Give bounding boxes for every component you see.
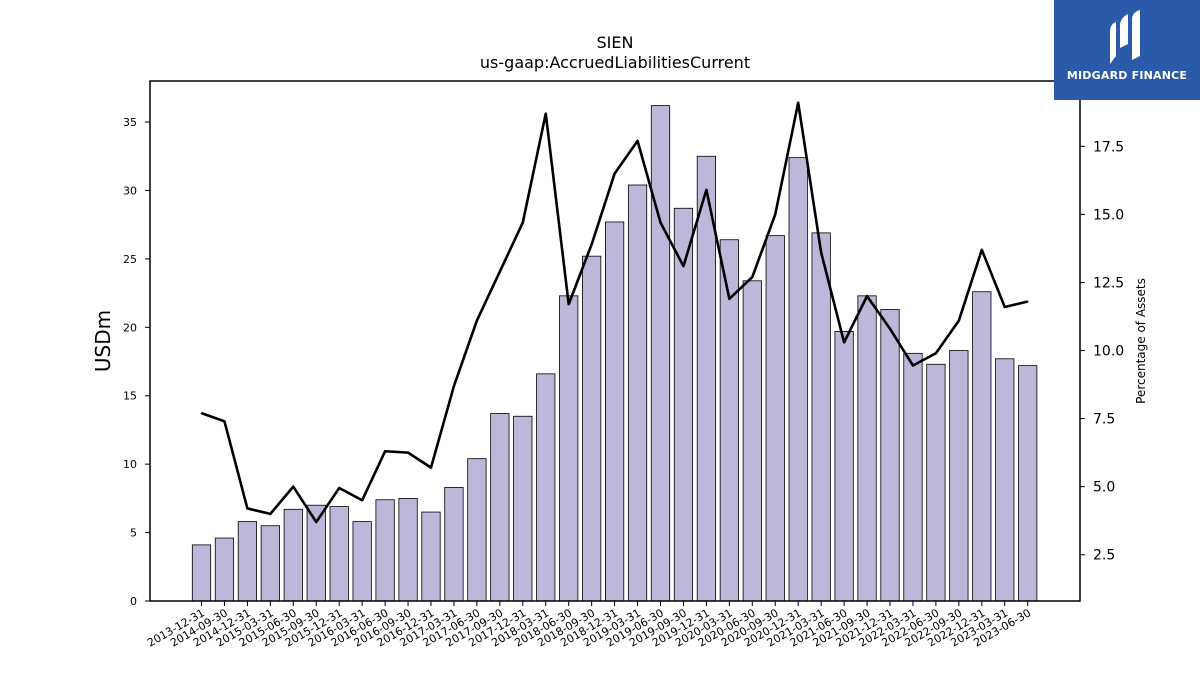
line-point-2014-12-31	[246, 507, 249, 510]
left-tick-label: 35	[123, 116, 137, 129]
bar-2022-12-31	[972, 291, 992, 602]
bar-2020-12-31	[788, 157, 808, 602]
line-point-2017-06-30	[476, 319, 478, 322]
line-point-2018-03-31	[544, 112, 547, 115]
line-point-2021-03-31	[820, 251, 822, 254]
line-point-2017-09-30	[499, 270, 501, 273]
chart-subtitle: us-gaap:AccruedLiabilitiesCurrent	[480, 53, 750, 72]
line-point-2015-12-31	[338, 487, 341, 489]
bar-2020-09-30	[765, 235, 785, 602]
brand-logo: MIDGARD FINANCE	[1054, 0, 1200, 100]
left-tick-label: 0	[130, 595, 137, 608]
line-point-2022-09-30	[958, 319, 960, 322]
bar-2018-12-31	[605, 221, 625, 602]
bar-2016-09-30	[398, 497, 418, 602]
line-point-2022-12-31	[981, 249, 983, 251]
bar-2017-03-31	[444, 487, 464, 602]
bar-2023-06-30	[1018, 365, 1038, 602]
line-point-2020-09-30	[774, 213, 777, 216]
line-layer	[200, 101, 1029, 524]
bar-2019-06-30	[650, 105, 671, 602]
right-tick-label: 10.0	[1093, 344, 1124, 360]
right-tick-label: 12.5	[1093, 275, 1124, 291]
line-point-2018-09-30	[590, 243, 593, 246]
bar-2014-12-31	[237, 521, 257, 602]
line-point-2021-12-31	[889, 327, 891, 330]
brand-name: MIDGARD FINANCE	[1066, 69, 1188, 82]
bar-2017-06-30	[467, 458, 487, 602]
left-tick-label: 20	[123, 321, 137, 334]
line-point-2023-06-30	[1026, 300, 1029, 303]
line-point-2016-09-30	[407, 451, 409, 454]
bar-2014-09-30	[214, 537, 235, 602]
line-point-2020-06-30	[751, 276, 754, 278]
left-axis: 0 5 10 15 20 25 30 35	[123, 116, 150, 608]
line-point-2015-06-30	[292, 485, 295, 488]
line-point-2020-12-31	[797, 101, 799, 104]
line-point-2022-06-30	[935, 352, 937, 355]
bar-2015-06-30	[283, 508, 303, 602]
line-point-2015-09-30	[315, 521, 318, 523]
right-tick-label: 7.5	[1093, 412, 1115, 428]
left-tick-label: 5	[130, 527, 137, 540]
right-tick-label: 15.0	[1093, 207, 1124, 223]
bar-2018-06-30	[559, 295, 579, 602]
chart-title: SIEN	[597, 33, 634, 52]
line-point-2016-03-31	[361, 499, 363, 502]
y-axis-label: USDm	[91, 310, 115, 372]
bar-2022-06-30	[926, 363, 946, 602]
line-point-2023-03-31	[1003, 306, 1006, 308]
line-point-2017-12-31	[522, 221, 524, 224]
bar-2015-09-30	[306, 504, 326, 602]
x-axis: 2013-12-312014-09-302014-12-312015-03-31…	[145, 601, 1033, 650]
line-point-2015-03-31	[269, 513, 272, 515]
right-tick-label: 2.5	[1093, 548, 1115, 564]
line-point-2016-06-30	[384, 450, 386, 453]
line-point-2013-12-31	[200, 412, 203, 414]
bar-2016-06-30	[375, 499, 395, 602]
line-point-2018-06-30	[567, 303, 570, 306]
bar-2018-03-31	[536, 373, 556, 602]
right-axis: 2.5 5.0 7.5 10.0 12.5 15.0 17.5	[1080, 139, 1124, 564]
line-point-2022-03-31	[912, 364, 914, 367]
bar-2023-03-31	[995, 358, 1015, 602]
line-point-2017-03-31	[453, 385, 455, 387]
line-point-2019-03-31	[636, 140, 639, 142]
bar-2016-12-31	[421, 511, 441, 602]
line-point-2020-03-31	[728, 298, 731, 300]
bar-2021-09-30	[857, 295, 877, 602]
bars-layer	[191, 105, 1038, 602]
bar-2017-12-31	[513, 415, 533, 602]
bar-2021-06-30	[834, 331, 854, 602]
line-point-2021-06-30	[843, 341, 845, 344]
line-point-2019-06-30	[659, 221, 662, 224]
left-tick-label: 30	[123, 184, 137, 197]
bar-2022-09-30	[949, 350, 969, 602]
logo-mark-icon	[1110, 10, 1140, 64]
left-tick-label: 10	[123, 458, 137, 471]
right-tick-label: 5.0	[1093, 480, 1115, 496]
line-point-2016-12-31	[430, 466, 432, 469]
left-tick-label: 15	[123, 390, 137, 403]
bar-2021-03-31	[811, 232, 831, 602]
bar-2020-06-30	[742, 280, 762, 602]
line-point-2014-09-30	[223, 420, 226, 423]
bar-2019-03-31	[627, 184, 648, 602]
bar-2015-12-31	[329, 506, 349, 602]
line-point-2019-12-31	[705, 189, 708, 191]
bar-2016-03-31	[352, 521, 372, 602]
y2-axis-label: Percentage of Assets	[1134, 278, 1148, 404]
bar-2022-03-31	[903, 352, 923, 602]
bar-2015-03-31	[260, 525, 280, 602]
line-point-2019-09-30	[682, 265, 685, 267]
bar-2017-09-30	[490, 413, 510, 602]
bar-2021-12-31	[880, 309, 900, 602]
right-tick-label: 17.5	[1093, 139, 1124, 155]
left-tick-label: 25	[123, 253, 137, 266]
line-point-2018-12-31	[613, 172, 616, 175]
bar-2018-09-30	[582, 255, 602, 602]
line-point-2021-09-30	[866, 295, 868, 297]
bar-2013-12-31	[191, 544, 212, 602]
